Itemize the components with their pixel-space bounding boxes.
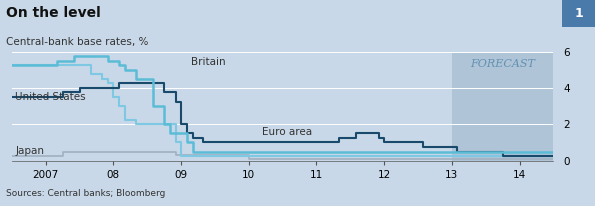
Text: Sources: Central banks; Bloomberg: Sources: Central banks; Bloomberg xyxy=(6,189,165,198)
Text: Euro area: Euro area xyxy=(262,128,312,137)
Text: Central-bank base rates, %: Central-bank base rates, % xyxy=(6,37,148,47)
Text: Japan: Japan xyxy=(15,146,44,156)
Text: 1: 1 xyxy=(574,7,583,20)
Text: On the level: On the level xyxy=(6,6,101,20)
Bar xyxy=(452,52,553,161)
Text: Britain: Britain xyxy=(191,56,226,67)
Text: United States: United States xyxy=(15,92,86,102)
Text: FORECAST: FORECAST xyxy=(470,59,535,69)
